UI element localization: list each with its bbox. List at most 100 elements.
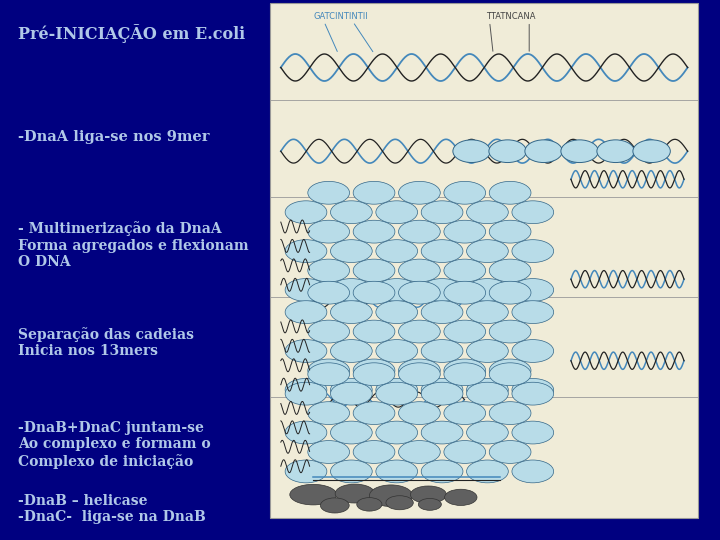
Ellipse shape xyxy=(285,382,327,405)
FancyBboxPatch shape xyxy=(270,3,698,518)
Ellipse shape xyxy=(285,301,327,323)
Ellipse shape xyxy=(421,279,463,301)
Ellipse shape xyxy=(376,379,418,401)
Ellipse shape xyxy=(512,340,554,362)
Ellipse shape xyxy=(308,281,349,304)
Ellipse shape xyxy=(512,460,554,483)
Ellipse shape xyxy=(308,220,349,243)
Ellipse shape xyxy=(467,340,508,362)
Ellipse shape xyxy=(444,181,485,204)
Ellipse shape xyxy=(330,240,372,262)
Ellipse shape xyxy=(399,220,440,243)
Ellipse shape xyxy=(285,201,327,224)
Ellipse shape xyxy=(490,220,531,243)
Ellipse shape xyxy=(512,421,554,444)
Ellipse shape xyxy=(421,382,463,405)
Ellipse shape xyxy=(354,402,395,424)
Ellipse shape xyxy=(512,301,554,323)
Ellipse shape xyxy=(354,181,395,204)
Ellipse shape xyxy=(444,363,485,386)
Ellipse shape xyxy=(308,259,349,282)
Ellipse shape xyxy=(561,140,598,163)
Ellipse shape xyxy=(490,320,531,343)
Text: GATCINTINTII: GATCINTINTII xyxy=(313,12,368,21)
Ellipse shape xyxy=(467,460,508,483)
Ellipse shape xyxy=(330,382,372,405)
Ellipse shape xyxy=(444,320,485,343)
Ellipse shape xyxy=(330,379,372,401)
Ellipse shape xyxy=(308,402,349,424)
Ellipse shape xyxy=(399,281,440,304)
Ellipse shape xyxy=(308,320,349,343)
Ellipse shape xyxy=(376,240,418,262)
Ellipse shape xyxy=(285,240,327,262)
Ellipse shape xyxy=(525,140,562,163)
Ellipse shape xyxy=(597,140,634,163)
Ellipse shape xyxy=(421,201,463,224)
Ellipse shape xyxy=(376,421,418,444)
Ellipse shape xyxy=(490,363,531,386)
Ellipse shape xyxy=(308,359,349,382)
Ellipse shape xyxy=(444,402,485,424)
Ellipse shape xyxy=(354,441,395,463)
Ellipse shape xyxy=(512,382,554,405)
Ellipse shape xyxy=(354,259,395,282)
Text: - Multimerização da DnaA
Forma agregados e flexionam
O DNA: - Multimerização da DnaA Forma agregados… xyxy=(18,221,248,269)
Ellipse shape xyxy=(285,279,327,301)
Ellipse shape xyxy=(490,259,531,282)
Ellipse shape xyxy=(376,279,418,301)
Ellipse shape xyxy=(330,340,372,362)
Ellipse shape xyxy=(335,484,374,503)
Ellipse shape xyxy=(467,382,508,405)
Ellipse shape xyxy=(399,320,440,343)
Ellipse shape xyxy=(285,460,327,483)
Ellipse shape xyxy=(357,498,382,511)
Ellipse shape xyxy=(285,421,327,444)
Ellipse shape xyxy=(308,441,349,463)
Ellipse shape xyxy=(376,460,418,483)
Ellipse shape xyxy=(399,402,440,424)
Ellipse shape xyxy=(421,421,463,444)
Ellipse shape xyxy=(421,460,463,483)
Ellipse shape xyxy=(330,301,372,323)
Ellipse shape xyxy=(512,201,554,224)
Text: TTATNCANA: TTATNCANA xyxy=(486,12,536,21)
Ellipse shape xyxy=(512,379,554,401)
Ellipse shape xyxy=(308,363,349,386)
Text: -DnaA liga-se nos 9mer: -DnaA liga-se nos 9mer xyxy=(18,130,210,144)
Ellipse shape xyxy=(399,363,440,386)
Ellipse shape xyxy=(354,359,395,382)
Ellipse shape xyxy=(354,320,395,343)
Ellipse shape xyxy=(444,259,485,282)
Ellipse shape xyxy=(410,486,446,503)
Ellipse shape xyxy=(512,240,554,262)
Ellipse shape xyxy=(330,460,372,483)
Ellipse shape xyxy=(421,379,463,401)
Ellipse shape xyxy=(490,359,531,382)
Ellipse shape xyxy=(376,301,418,323)
Ellipse shape xyxy=(467,379,508,401)
Ellipse shape xyxy=(467,240,508,262)
Ellipse shape xyxy=(490,402,531,424)
Text: -DnaB – helicase
-DnaC-  liga-se na DnaB: -DnaB – helicase -DnaC- liga-se na DnaB xyxy=(18,494,206,524)
Ellipse shape xyxy=(289,484,336,505)
Ellipse shape xyxy=(467,301,508,323)
Ellipse shape xyxy=(453,140,490,163)
Ellipse shape xyxy=(399,441,440,463)
Ellipse shape xyxy=(467,279,508,301)
Ellipse shape xyxy=(512,279,554,301)
Ellipse shape xyxy=(308,181,349,204)
Ellipse shape xyxy=(285,340,327,362)
Ellipse shape xyxy=(444,281,485,304)
Ellipse shape xyxy=(369,485,413,507)
Ellipse shape xyxy=(467,421,508,444)
Ellipse shape xyxy=(489,140,526,163)
Ellipse shape xyxy=(330,279,372,301)
Ellipse shape xyxy=(320,498,349,513)
Ellipse shape xyxy=(421,301,463,323)
Ellipse shape xyxy=(444,359,485,382)
Ellipse shape xyxy=(444,489,477,505)
Ellipse shape xyxy=(467,201,508,224)
Ellipse shape xyxy=(285,379,327,401)
Text: Pré-INICIAÇÃO em E.coli: Pré-INICIAÇÃO em E.coli xyxy=(18,24,245,43)
